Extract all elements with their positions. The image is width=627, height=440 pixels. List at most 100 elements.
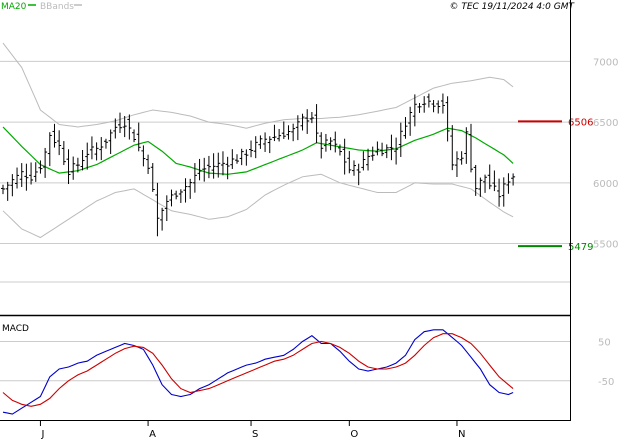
ohlc-bar bbox=[263, 132, 268, 152]
ohlc-bar bbox=[47, 132, 52, 167]
ohlc-bar bbox=[469, 123, 473, 173]
ohlc-bar bbox=[281, 121, 286, 139]
ohlc-bar bbox=[445, 96, 450, 142]
ohlc-bar bbox=[366, 148, 371, 171]
ohlc-bar bbox=[258, 135, 263, 149]
macd-y-tick-label: -50 bbox=[598, 377, 614, 388]
grid-lines bbox=[0, 60, 570, 382]
ohlc-bar bbox=[501, 177, 506, 207]
ohlc-bar bbox=[286, 125, 291, 140]
ohlc-bar bbox=[431, 100, 436, 113]
price-levels: 6506 5479 bbox=[518, 117, 593, 253]
ohlc-bar bbox=[164, 195, 169, 222]
ohlc-bar bbox=[361, 151, 366, 171]
ohlc-bar bbox=[370, 146, 375, 161]
support-level-label: 5479 bbox=[568, 242, 593, 253]
ohlc-bar bbox=[459, 151, 464, 165]
ohlc-bar bbox=[408, 106, 413, 136]
ohlc-bar bbox=[403, 117, 408, 139]
ohlc-bar bbox=[24, 163, 29, 191]
ohlc-bar bbox=[417, 103, 422, 113]
ohlc-bar bbox=[323, 133, 328, 152]
ohlc-bar bbox=[71, 156, 76, 180]
ohlc-bar bbox=[412, 94, 417, 127]
ohlc-bar bbox=[230, 149, 235, 169]
ohlc-bar bbox=[506, 173, 511, 194]
ohlc-bar bbox=[146, 154, 151, 174]
bollinger-lower-line bbox=[2, 173, 514, 239]
ohlc-bar bbox=[183, 178, 188, 203]
ohlc-bar bbox=[220, 151, 225, 176]
ohlc-bar bbox=[347, 151, 352, 174]
copyright-text: © TEC 19/11/2024 4:0 GMT bbox=[449, 2, 575, 12]
ohlc-bar bbox=[160, 207, 165, 231]
ohlc-bar bbox=[150, 163, 155, 192]
ohlc-bar bbox=[103, 138, 108, 149]
ohlc-bar bbox=[15, 167, 20, 189]
ohlc-bar bbox=[478, 177, 483, 197]
x-tick-label: A bbox=[149, 429, 156, 440]
legend-ma20-label: MA20 bbox=[1, 2, 27, 12]
ohlc-bar bbox=[272, 124, 277, 142]
ohlc-bar bbox=[66, 149, 71, 185]
ohlc-bar bbox=[19, 163, 24, 188]
ohlc-bar bbox=[337, 144, 342, 156]
ohlc-bar bbox=[497, 178, 502, 207]
x-tick-label: J bbox=[40, 429, 44, 440]
ohlc-bar bbox=[483, 174, 488, 193]
ohlc-bar bbox=[57, 130, 62, 156]
x-tick-label: O bbox=[350, 429, 358, 440]
macd-signal-line bbox=[2, 333, 514, 407]
x-tick-label: S bbox=[252, 429, 258, 440]
ohlc-bar bbox=[155, 182, 160, 237]
price-y-tick-label: 5500 bbox=[593, 240, 618, 251]
ohlc-bar bbox=[450, 125, 455, 171]
bollinger-upper-line bbox=[2, 42, 514, 129]
ohlc-bar bbox=[29, 162, 34, 185]
ohlc-bar bbox=[1, 184, 5, 195]
ohlc-bar bbox=[99, 137, 104, 161]
ohlc-bar bbox=[440, 93, 445, 114]
ohlc-bar bbox=[122, 115, 127, 138]
ohlc-bar bbox=[80, 149, 85, 171]
ohlc-bar bbox=[75, 157, 80, 173]
ohlc-bar bbox=[188, 178, 193, 199]
ohlc-bar bbox=[328, 137, 333, 151]
ohlc-bar bbox=[314, 104, 319, 144]
ohlc-bar bbox=[342, 138, 347, 175]
ohlc-bar bbox=[333, 131, 338, 153]
ohlc-bar bbox=[89, 136, 94, 160]
ohlc-bar bbox=[454, 151, 459, 177]
ohlc-bar bbox=[113, 118, 118, 139]
ohlc-bar bbox=[197, 158, 202, 181]
price-y-tick-label: 7000 bbox=[593, 57, 618, 68]
ohlc-bar bbox=[394, 137, 399, 165]
ma20-polyline bbox=[2, 126, 514, 175]
ohlc-bar bbox=[192, 163, 197, 193]
ohlc-bar bbox=[61, 141, 66, 166]
ohlc-bar bbox=[10, 174, 15, 197]
ohlc-bar bbox=[94, 142, 99, 161]
ohlc-bar bbox=[300, 113, 305, 131]
ohlc-bar bbox=[136, 122, 141, 152]
ohlc-bar bbox=[511, 173, 516, 186]
ohlc-bar bbox=[249, 140, 254, 158]
ohlc-bar bbox=[108, 129, 113, 155]
ohlc-bar bbox=[464, 127, 469, 164]
ohlc-bar bbox=[319, 132, 324, 159]
legend-bbands-label: BBands bbox=[40, 2, 74, 12]
ohlc-bar bbox=[487, 164, 492, 190]
ohlc-bar bbox=[267, 136, 272, 154]
ohlc-bar bbox=[38, 160, 43, 174]
ohlc-bar bbox=[244, 149, 249, 166]
axis-ticks: 7000 6500 6000 5500 50 -50 J A S O N bbox=[39, 57, 618, 440]
price-y-tick-label: 6000 bbox=[593, 179, 618, 190]
ohlc-bar bbox=[305, 109, 310, 134]
ohlc-bar bbox=[253, 136, 258, 159]
price-bars bbox=[1, 93, 516, 237]
ohlc-bar bbox=[202, 157, 207, 182]
ohlc-bar bbox=[422, 96, 427, 113]
ohlc-bar bbox=[5, 181, 10, 201]
price-y-tick-label: 6500 bbox=[593, 118, 618, 129]
